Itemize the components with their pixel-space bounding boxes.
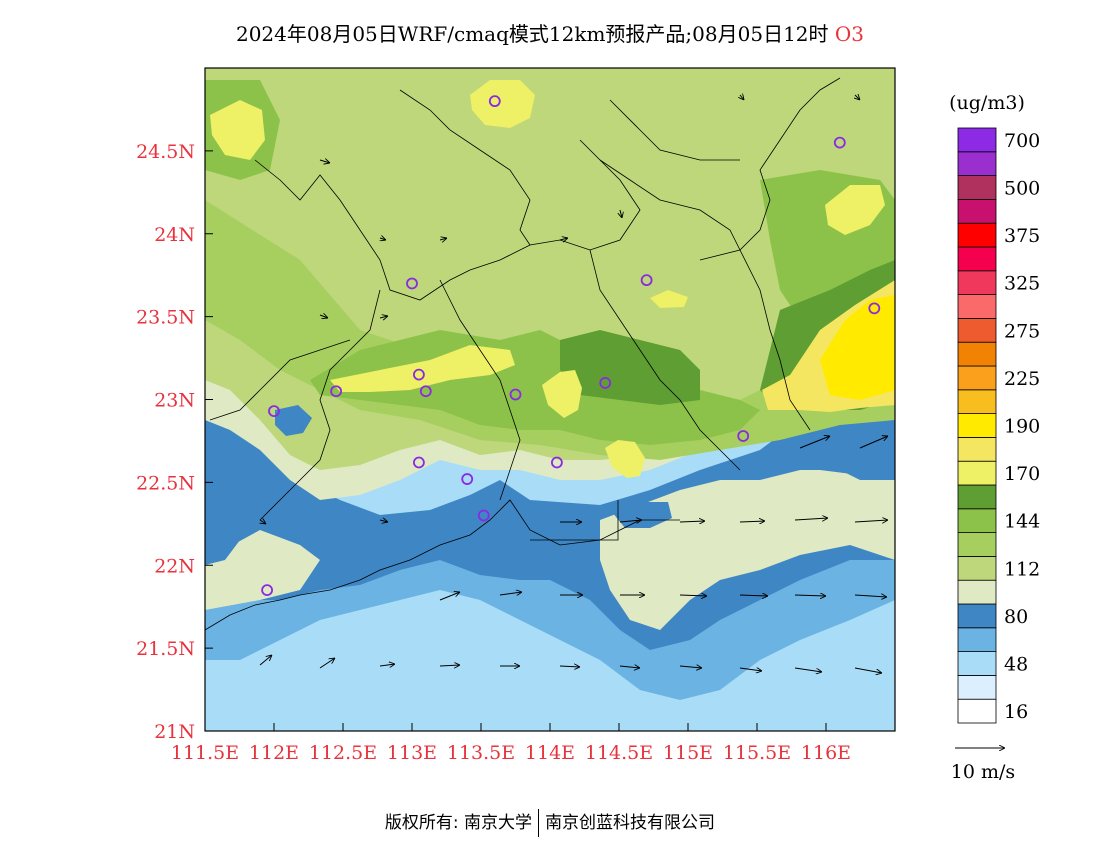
station-marker — [261, 584, 274, 597]
station-marker — [461, 473, 474, 485]
admin-boundaries — [205, 77, 841, 631]
station-marker — [419, 385, 432, 398]
colorbar-label: 500 — [1004, 178, 1040, 200]
station-marker — [640, 274, 653, 287]
station-marker — [268, 405, 280, 418]
colorbar-label: 190 — [1004, 416, 1040, 438]
colorbar-swatch — [957, 294, 997, 319]
x-tick-label: 112.5E — [309, 742, 377, 764]
colorbar-swatch — [957, 484, 997, 510]
colorbar: (ug/m3) 16 48 80 112 144 170 190 225 275 325 375 50… — [949, 92, 1040, 724]
y-tick-label: 23.5N — [136, 307, 195, 329]
colorbar-swatch — [957, 246, 997, 272]
colorbar-swatch — [957, 460, 997, 486]
y-tick-label: 22.5N — [136, 472, 195, 494]
map-axes: 111.5E 112E 112.5E 113E 113.5E 114E 114.5E 115E… — [136, 141, 851, 764]
y-tick-label: 24.5N — [136, 141, 195, 163]
station-marker — [737, 430, 750, 442]
colorbar-swatch — [957, 270, 997, 295]
colorbar-swatch — [957, 675, 997, 700]
x-tick-label: 114.5E — [585, 742, 653, 764]
footer: 版权所有: 南京大学 南京创蓝科技有限公司 — [0, 808, 1100, 837]
x-tick-label: 114E — [525, 742, 575, 764]
colorbar-label: 80 — [1004, 606, 1028, 628]
x-tick-label: 111.5E — [171, 742, 239, 764]
colorbar-swatch — [957, 341, 997, 367]
title-text: 2024年08月05日WRF/cmaq模式12km预报产品;08月05日12时 — [235, 22, 829, 46]
wind-legend-label: 10 m/s — [951, 761, 1015, 783]
colorbar-swatch — [957, 698, 997, 724]
colorbar-unit: (ug/m3) — [949, 92, 1025, 114]
colorbar-label: 275 — [1004, 320, 1040, 342]
colorbar-swatch — [957, 579, 997, 605]
colorbar-swatch — [957, 175, 997, 200]
colorbar-label: 325 — [1004, 273, 1040, 295]
chart-title: 2024年08月05日WRF/cmaq模式12km预报产品;08月05日12时 … — [0, 18, 1100, 47]
colorbar-swatch — [957, 603, 997, 629]
colorbar-swatch — [957, 556, 997, 581]
y-tick-label: 23N — [154, 390, 195, 412]
station-marker — [488, 95, 501, 108]
station-marker — [477, 509, 490, 522]
footer-separator — [538, 809, 540, 837]
colorbar-label: 225 — [1004, 368, 1040, 390]
station-marker — [509, 388, 522, 401]
station-marker — [330, 385, 343, 398]
station-marker — [833, 136, 846, 149]
y-tick-label: 24N — [154, 224, 195, 246]
colorbar-label: 112 — [1004, 558, 1040, 580]
colorbar-swatch — [957, 413, 997, 438]
x-tick-label: 112E — [249, 742, 299, 764]
x-tick-label: 113.5E — [447, 742, 515, 764]
station-marker — [599, 377, 612, 389]
colorbar-swatch — [957, 508, 997, 533]
x-tick-label: 115.5E — [723, 742, 791, 764]
station-marker — [406, 277, 418, 290]
colorbar-swatch — [957, 151, 997, 177]
colorbar-label: 144 — [1004, 511, 1040, 533]
y-tick-label: 22N — [154, 555, 195, 577]
colorbar-swatch — [957, 222, 997, 248]
colorbar-label: 700 — [1004, 130, 1040, 152]
wind-vectors — [260, 95, 888, 673]
colorbar-swatch — [957, 389, 997, 414]
station-marker — [868, 302, 881, 315]
y-tick-label: 21.5N — [136, 638, 195, 660]
copyright-owner: 版权所有: 南京大学 — [384, 813, 533, 833]
station-markers — [261, 95, 881, 597]
station-marker — [551, 456, 563, 469]
colorbar-swatch — [957, 627, 997, 652]
colorbar-label: 48 — [1004, 654, 1028, 676]
colorbar-label: 375 — [1004, 225, 1040, 247]
colorbar-swatch — [957, 532, 997, 557]
colorbar-swatch — [957, 436, 997, 462]
x-tick-label: 115E — [663, 742, 713, 764]
colorbar-swatch — [957, 127, 997, 153]
colorbar-swatch — [957, 198, 997, 224]
colorbar-swatch — [957, 365, 997, 391]
colorbar-label: 170 — [1004, 463, 1040, 485]
station-marker — [412, 456, 425, 469]
y-tick-label: 21N — [154, 721, 195, 743]
x-tick-label: 116E — [801, 742, 851, 764]
wind-legend: 10 m/s — [951, 748, 1015, 783]
variable-name: O3 — [834, 22, 865, 46]
colorbar-swatch — [957, 317, 997, 343]
copyright-company: 南京创蓝科技有限公司 — [545, 813, 716, 833]
x-tick-label: 113E — [387, 742, 437, 764]
station-marker — [412, 368, 425, 381]
colorbar-label: 16 — [1004, 701, 1028, 723]
ozone-field — [205, 68, 895, 731]
colorbar-swatch — [957, 651, 997, 676]
